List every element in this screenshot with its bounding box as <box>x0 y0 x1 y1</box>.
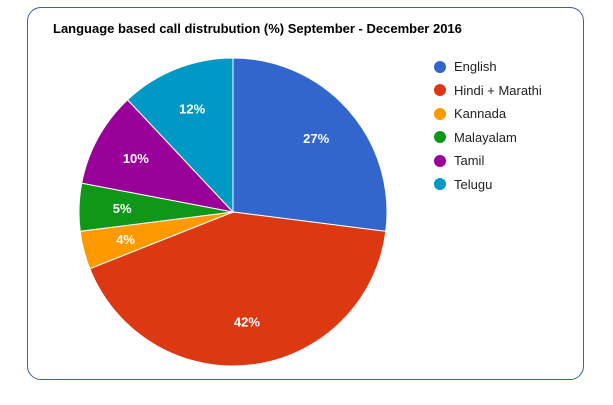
slice-label-kannada: 4% <box>116 232 135 247</box>
pie-slices <box>78 57 388 367</box>
legend-swatch-kannada <box>434 107 446 120</box>
pie-slice-tamil[interactable] <box>81 99 235 213</box>
legend-label-malayalam: Malayalam <box>454 129 517 145</box>
legend-swatch-malayalam <box>434 131 446 144</box>
pie-slice-telugu[interactable] <box>126 57 234 214</box>
slice-label-telugu: 12% <box>179 101 205 116</box>
pie-slice-english[interactable] <box>232 57 388 232</box>
legend: English Hindi + Marathi Kannada Malayalam Ta… <box>434 55 542 196</box>
pie-slice-hindi-marathi[interactable] <box>89 211 387 367</box>
legend-label-telugu: Telugu <box>454 176 493 192</box>
legend-swatch-english <box>434 60 446 73</box>
legend-item-telugu[interactable]: Telugu <box>434 173 542 197</box>
legend-label-tamil: Tamil <box>454 153 485 169</box>
legend-swatch-tamil <box>434 154 446 167</box>
slice-label-hindi-marathi: 42% <box>234 315 260 330</box>
legend-label-english: English <box>454 59 497 75</box>
legend-item-tamil[interactable]: Tamil <box>434 149 542 173</box>
legend-label-hindi-marathi: Hindi + Marathi <box>454 82 542 98</box>
slice-label-tamil: 10% <box>123 151 149 166</box>
slice-label-english: 27% <box>303 131 329 146</box>
legend-item-hindi-marathi[interactable]: Hindi + Marathi <box>434 79 542 103</box>
legend-item-english[interactable]: English <box>434 55 542 79</box>
chart-title: Language based call distrubution (%) Sep… <box>53 21 462 36</box>
legend-item-kannada[interactable]: Kannada <box>434 102 542 126</box>
legend-swatch-telugu <box>434 178 446 191</box>
legend-item-malayalam[interactable]: Malayalam <box>434 126 542 150</box>
legend-label-kannada: Kannada <box>454 106 507 122</box>
pie-slice-labels: 27% 42% 4% 5% 10% 12% <box>113 101 330 329</box>
legend-swatch-hindi-marathi <box>434 84 446 97</box>
slice-label-malayalam: 5% <box>113 201 132 216</box>
